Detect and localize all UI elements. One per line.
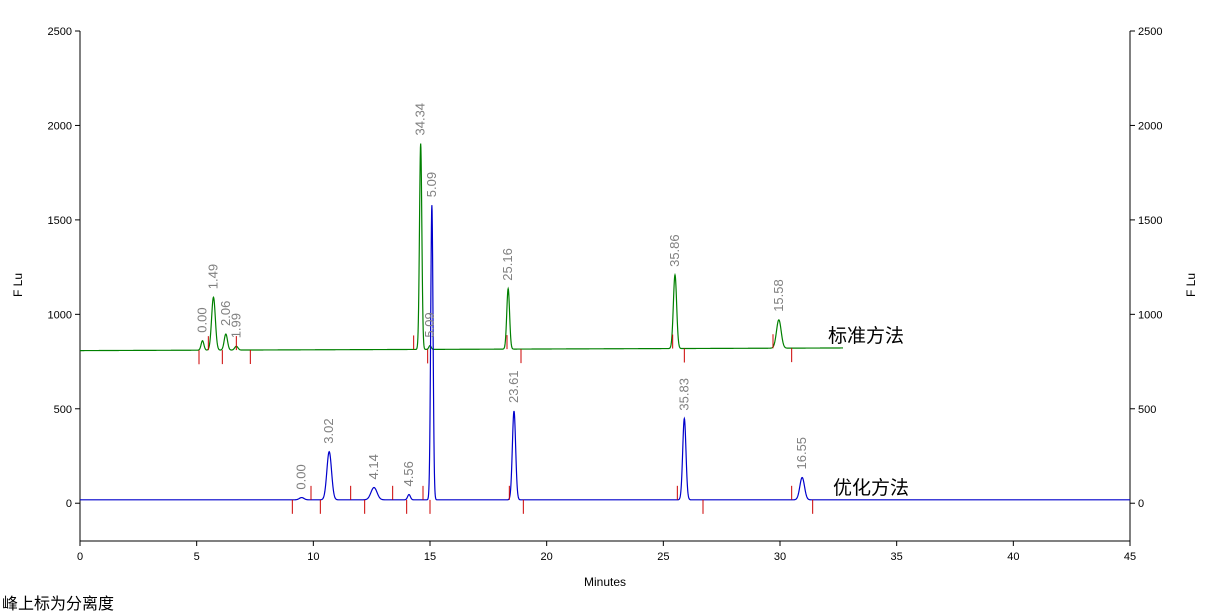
trace-standard [80,143,843,352]
x-tick-label-7: 35 [891,551,903,563]
peak-label-0-2: 2.06 [218,301,233,326]
y-tick-label-right-0: 2500 [1138,26,1162,38]
peak-label-1-0: 0.00 [294,464,309,489]
x-tick-label-9: 45 [1124,551,1136,563]
y-axis-title-right: F Lu [1184,273,1198,297]
x-tick-label-6: 30 [774,551,786,563]
trace-group [80,143,1130,501]
peak-label-0-1: 1.49 [206,264,221,289]
y-tick-label-left-0: 2500 [48,26,72,38]
y-tick-label-left-5: 0 [66,498,72,510]
x-axis-title: Minutes [584,575,626,589]
y-tick-label-left-1: 2000 [48,120,72,132]
x-tick-group: 0 5 10 15 20 25 30 35 40 45 [77,541,1136,563]
x-tick-label-0: 0 [77,551,83,563]
peak-label-0-3: 1.99 [228,313,243,338]
y-tick-label-left-3: 1000 [48,309,72,321]
peak-label-1-6: 35.83 [676,378,691,411]
y-tick-label-right-1: 2000 [1138,120,1162,132]
peak-label-1-2: 4.14 [366,454,381,479]
peak-label-0-5: 5.09 [422,312,437,337]
peak-label-0-7: 35.86 [667,234,682,267]
peak-label-1-7: 16.55 [794,437,809,470]
trace-optimized [80,205,1130,501]
peak-label-group: 0.00 1.49 2.061.99 34.34 5.09 25.16 35.86 15.58… [195,103,810,490]
y-tick-label-right-3: 1000 [1138,309,1162,321]
peak-label-1-4: 5.09 [424,172,439,197]
y-tick-group: 2500 2500 2000 2000 1500 1500 1000 1000 500 500 0 0 [48,26,1163,510]
peak-label-1-1: 3.02 [321,418,336,443]
peak-label-0-4: 34.34 [413,103,428,136]
peak-label-0-8: 15.58 [771,279,786,312]
chromatogram-chart: 0 5 10 15 20 25 30 35 40 45 2500 2500 2000 2000 1500 1… [11,26,1198,589]
x-tick-label-8: 40 [1007,551,1019,563]
x-tick-label-4: 20 [541,551,553,563]
series-label-optimized: 优化方法 [833,477,909,499]
y-tick-label-right-4: 500 [1138,404,1156,416]
x-tick-label-1: 5 [194,551,200,563]
y-tick-label-right-5: 0 [1138,498,1144,510]
footnote: 峰上标为分离度 [2,594,115,613]
y-tick-label-left-4: 500 [54,404,72,416]
x-tick-label-2: 10 [307,551,319,563]
y-tick-label-left-2: 1500 [48,215,72,227]
peak-label-0-0: 0.00 [195,307,210,332]
peak-label-1-3: 4.56 [401,461,416,486]
series-label-standard: 标准方法 [828,325,904,347]
peak-label-1-5: 23.61 [506,370,521,403]
x-tick-label-3: 15 [424,551,436,563]
peak-label-0-6: 25.16 [500,248,515,281]
marker-group [198,334,814,514]
y-tick-label-right-2: 1500 [1138,215,1162,227]
y-axis-title-left: F Lu [11,273,25,297]
x-tick-label-5: 25 [657,551,669,563]
